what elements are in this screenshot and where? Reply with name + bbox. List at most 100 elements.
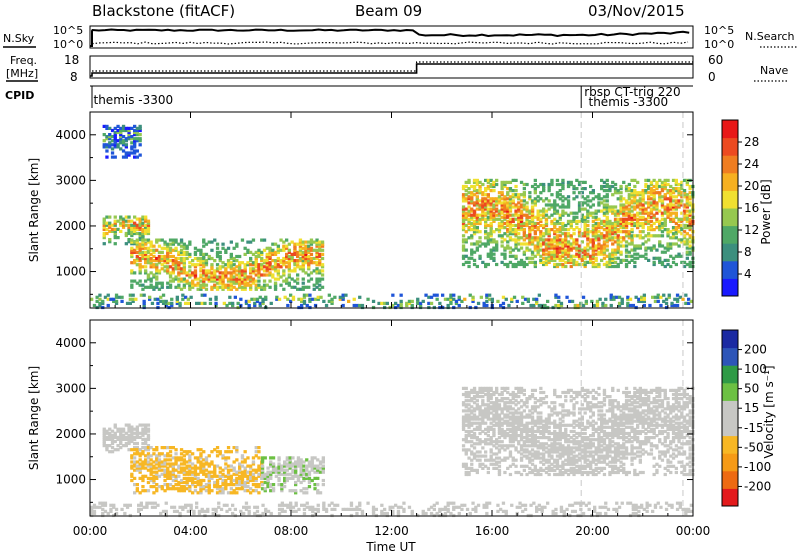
scatter-cell — [600, 232, 604, 236]
scatter-cell — [213, 283, 217, 287]
scatter-cell — [489, 388, 493, 392]
scatter-cell — [467, 264, 471, 269]
scatter-cell — [642, 295, 646, 299]
scatter-cell — [638, 197, 642, 201]
scatter-cell — [575, 219, 579, 223]
scatter-cell — [542, 256, 546, 260]
scatter-cell — [500, 423, 504, 427]
scatter-cell — [141, 464, 145, 468]
scatter-cell — [688, 191, 692, 195]
scatter-cell — [254, 261, 258, 265]
scatter-cell — [102, 143, 106, 147]
scatter-cell — [572, 187, 576, 191]
scatter-cell — [265, 261, 269, 265]
scatter-cell — [530, 458, 535, 462]
scatter-cell — [240, 487, 245, 491]
scatter-cell — [218, 452, 222, 456]
scatter-cell — [279, 275, 283, 279]
scatter-cell — [519, 219, 524, 223]
scatter-cell — [481, 207, 485, 211]
scatter-cell — [608, 221, 612, 226]
scatter-cell — [210, 474, 214, 478]
scatter-cell — [685, 246, 689, 250]
scatter-cell — [536, 217, 540, 221]
scatter-cell — [130, 439, 134, 444]
scatter-cell — [208, 301, 213, 305]
scatter-cell — [484, 189, 488, 193]
scatter-cell — [506, 207, 510, 211]
scatter-cell — [257, 267, 261, 271]
scatter-cell — [525, 219, 529, 223]
scatter-cell — [238, 261, 242, 265]
scatter-cell — [175, 297, 179, 301]
scatter-cell — [544, 230, 549, 234]
scatter-cell — [481, 421, 485, 425]
colorbar-swatch — [722, 190, 738, 209]
scatter-cell — [141, 287, 145, 291]
scatter-cell — [500, 215, 504, 219]
scatter-cell — [619, 244, 623, 248]
scatter-cell — [193, 464, 198, 468]
scatter-cell — [299, 464, 303, 468]
scatter-cell — [530, 448, 535, 452]
scatter-cell — [318, 269, 322, 273]
scatter-cell — [391, 303, 395, 308]
scatter-cell — [121, 217, 126, 221]
scatter-cell — [508, 407, 513, 411]
scatter-cell — [271, 275, 275, 279]
scatter-cell — [232, 478, 236, 483]
scatter-cell — [575, 211, 579, 215]
scatter-cell — [130, 460, 134, 464]
scatter-cell — [464, 466, 468, 470]
scatter-cell — [616, 236, 620, 240]
scatter-cell — [530, 226, 535, 230]
scatter-cell — [141, 233, 145, 238]
scatter-cell — [266, 466, 270, 470]
scatter-cell — [467, 425, 471, 429]
scatter-cell — [271, 267, 275, 271]
scatter-cell — [536, 427, 540, 431]
scatter-cell — [475, 195, 479, 199]
scatter-cell — [193, 265, 198, 269]
scatter-cell — [285, 468, 289, 472]
scatter-cell — [544, 419, 549, 423]
scatter-cell — [315, 252, 319, 256]
scatter-cell — [544, 470, 549, 475]
scatter-cell — [179, 478, 184, 483]
scatter-cell — [478, 219, 482, 223]
scatter-cell — [232, 491, 236, 495]
scatter-cell — [179, 277, 184, 281]
scatter-cell — [116, 429, 120, 433]
scatter-cell — [127, 439, 131, 444]
scatter-cell — [622, 226, 626, 230]
scatter-cell — [193, 466, 198, 470]
scatter-cell — [130, 250, 134, 254]
scatter-cell — [514, 205, 518, 209]
scatter-cell — [495, 246, 499, 250]
scatter-cell — [547, 444, 551, 448]
scatter-cell — [121, 427, 126, 431]
scatter-cell — [279, 238, 283, 242]
scatter-cell — [249, 277, 253, 281]
scatter-cell — [478, 442, 482, 446]
scatter-cell — [677, 219, 681, 223]
scatter-cell — [536, 429, 540, 434]
scatter-cell — [641, 203, 645, 207]
scatter-cell — [110, 433, 115, 437]
scatter-cell — [644, 256, 648, 260]
scatter-cell — [602, 221, 607, 226]
scatter-cell — [113, 223, 117, 227]
power-ylabel: Slant Range [km] — [27, 158, 41, 262]
scatter-cell — [486, 238, 490, 242]
scatter-cell — [669, 195, 673, 199]
scatter-cell — [298, 244, 303, 248]
scatter-cell — [127, 137, 131, 141]
scatter-cell — [232, 275, 236, 279]
scatter-cell — [139, 293, 143, 297]
scatter-cell — [586, 244, 590, 248]
scatter-cell — [475, 436, 479, 440]
scatter-cell — [670, 301, 674, 305]
scatter-cell — [171, 267, 175, 271]
scatter-cell — [475, 399, 479, 403]
scatter-cell — [188, 460, 192, 464]
